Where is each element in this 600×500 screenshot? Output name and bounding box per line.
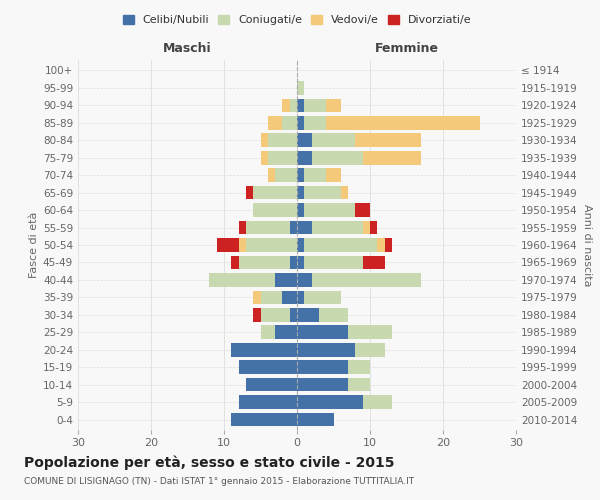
Bar xyxy=(275,326,297,339)
Bar xyxy=(246,186,253,200)
Bar xyxy=(304,204,355,217)
Bar xyxy=(290,220,297,234)
Bar xyxy=(370,220,377,234)
Bar xyxy=(304,168,326,182)
Bar xyxy=(362,220,370,234)
Bar xyxy=(304,256,362,270)
Bar xyxy=(297,151,311,164)
Bar xyxy=(253,290,260,304)
Bar xyxy=(362,396,392,409)
Bar xyxy=(297,308,319,322)
Bar xyxy=(217,238,239,252)
Text: Popolazione per età, sesso e stato civile - 2015: Popolazione per età, sesso e stato civil… xyxy=(24,455,395,469)
Bar xyxy=(297,360,348,374)
Bar xyxy=(297,168,304,182)
Bar xyxy=(253,186,297,200)
Bar xyxy=(297,412,334,426)
Text: COMUNE DI LISIGNAGO (TN) - Dati ISTAT 1° gennaio 2015 - Elaborazione TUTTITALIA.: COMUNE DI LISIGNAGO (TN) - Dati ISTAT 1°… xyxy=(24,478,414,486)
Bar xyxy=(260,326,275,339)
Bar xyxy=(283,290,297,304)
Bar xyxy=(311,151,363,164)
Bar xyxy=(268,134,297,147)
Bar xyxy=(239,220,246,234)
Bar xyxy=(246,378,297,392)
Bar xyxy=(297,116,304,130)
Y-axis label: Fasce di età: Fasce di età xyxy=(29,212,39,278)
Bar xyxy=(297,98,304,112)
Bar xyxy=(377,238,385,252)
Bar xyxy=(297,134,311,147)
Bar xyxy=(304,98,326,112)
Bar xyxy=(297,326,348,339)
Legend: Celibi/Nubili, Coniugati/e, Vedovi/e, Divorziati/e: Celibi/Nubili, Coniugati/e, Vedovi/e, Di… xyxy=(118,10,476,29)
Bar xyxy=(260,308,290,322)
Bar xyxy=(311,134,355,147)
Bar xyxy=(232,412,297,426)
Bar xyxy=(239,238,246,252)
Bar xyxy=(297,81,304,94)
Bar xyxy=(297,396,362,409)
Bar xyxy=(362,256,385,270)
Bar xyxy=(326,116,479,130)
Bar xyxy=(232,343,297,356)
Bar xyxy=(304,116,326,130)
Bar xyxy=(311,273,421,286)
Bar xyxy=(297,378,348,392)
Bar xyxy=(297,343,355,356)
Bar xyxy=(355,134,421,147)
Bar xyxy=(304,186,341,200)
Bar xyxy=(275,168,297,182)
Bar xyxy=(239,256,290,270)
Bar xyxy=(290,98,297,112)
Bar xyxy=(260,151,268,164)
Bar xyxy=(297,273,311,286)
Bar xyxy=(209,273,275,286)
Bar xyxy=(268,116,283,130)
Text: Femmine: Femmine xyxy=(374,42,439,55)
Bar xyxy=(326,168,341,182)
Bar xyxy=(253,308,260,322)
Bar xyxy=(297,256,304,270)
Bar xyxy=(297,238,304,252)
Bar xyxy=(297,204,304,217)
Bar xyxy=(283,98,290,112)
Bar xyxy=(326,98,341,112)
Bar xyxy=(239,396,297,409)
Bar xyxy=(348,360,370,374)
Bar xyxy=(290,308,297,322)
Bar xyxy=(246,238,297,252)
Bar xyxy=(290,256,297,270)
Bar xyxy=(239,360,297,374)
Bar xyxy=(341,186,348,200)
Bar xyxy=(283,116,297,130)
Bar xyxy=(355,343,385,356)
Bar xyxy=(385,238,392,252)
Bar xyxy=(304,238,377,252)
Bar xyxy=(268,168,275,182)
Bar xyxy=(297,186,304,200)
Bar xyxy=(348,378,370,392)
Bar xyxy=(319,308,348,322)
Bar xyxy=(253,204,297,217)
Bar xyxy=(275,273,297,286)
Bar xyxy=(260,134,268,147)
Bar xyxy=(260,290,283,304)
Y-axis label: Anni di nascita: Anni di nascita xyxy=(582,204,592,286)
Bar xyxy=(304,290,341,304)
Bar xyxy=(348,326,392,339)
Bar xyxy=(311,220,363,234)
Bar xyxy=(297,220,311,234)
Bar xyxy=(297,290,304,304)
Bar xyxy=(268,151,297,164)
Bar xyxy=(232,256,239,270)
Bar xyxy=(246,220,290,234)
Bar xyxy=(362,151,421,164)
Text: Maschi: Maschi xyxy=(163,42,212,55)
Bar xyxy=(355,204,370,217)
